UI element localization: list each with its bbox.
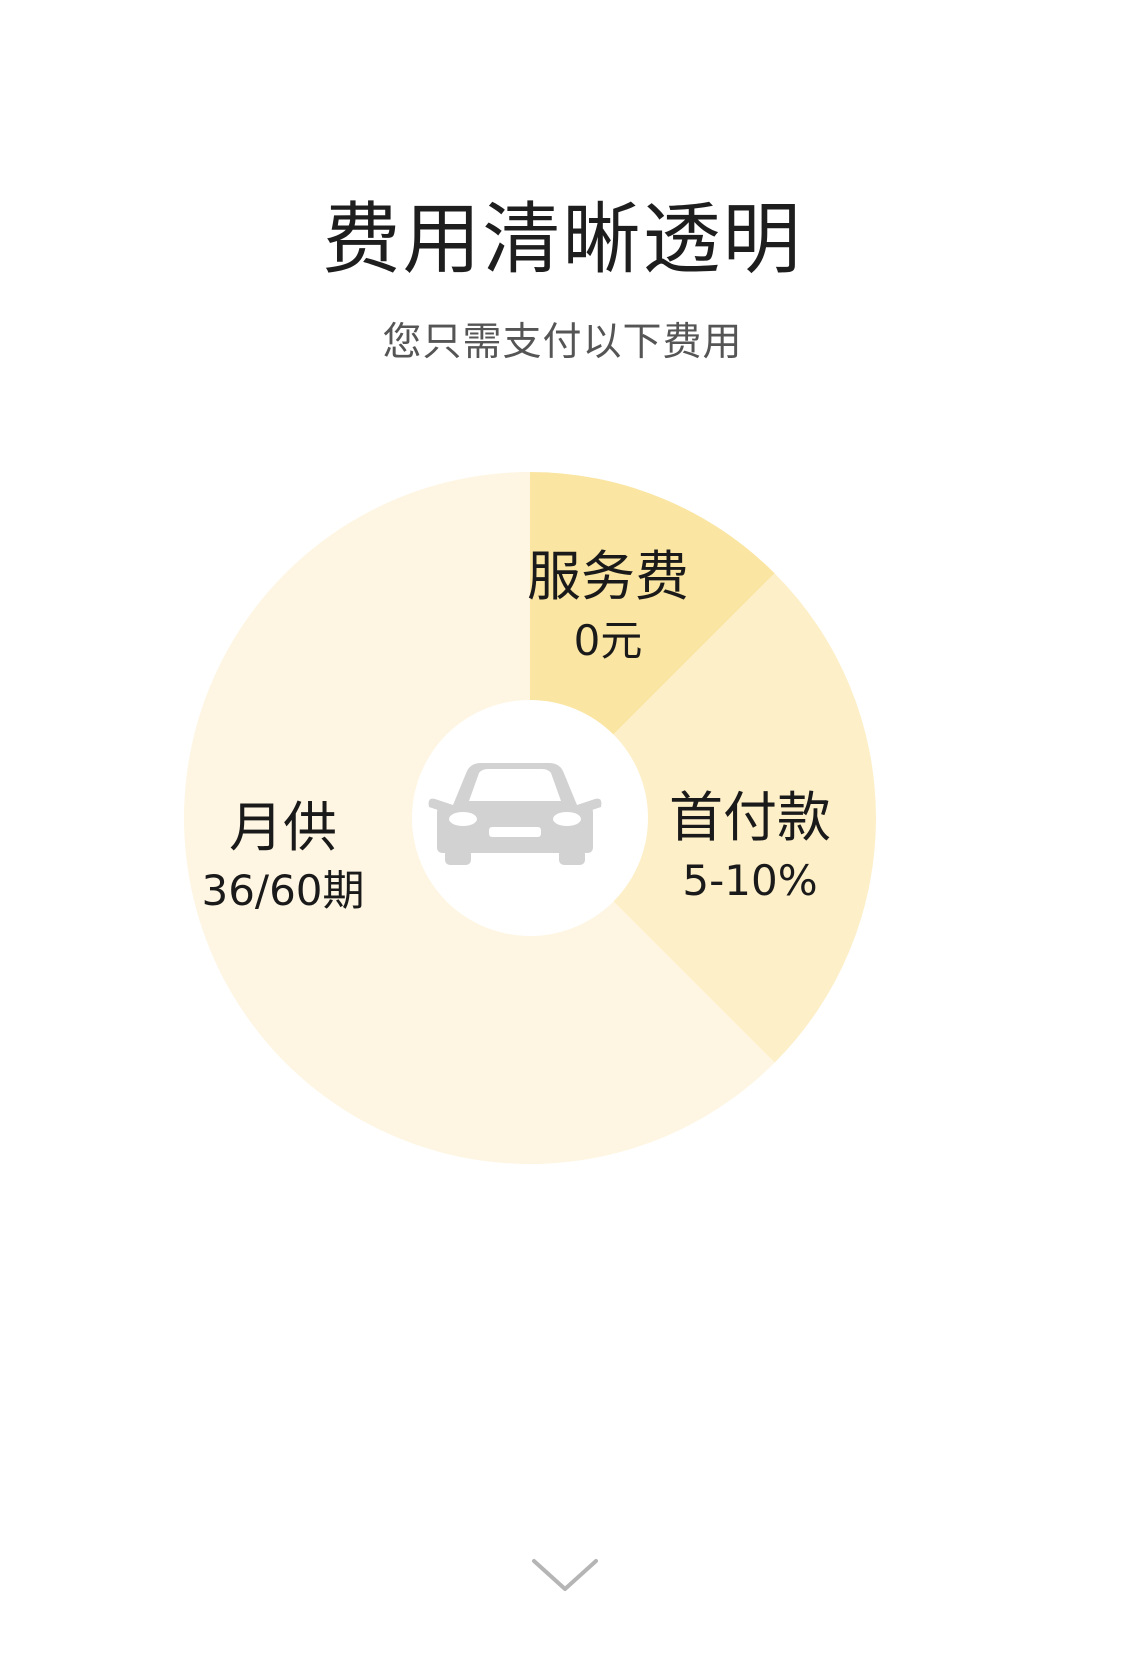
slice-label-down-payment: 首付款 xyxy=(669,786,831,849)
car-grille xyxy=(489,827,541,837)
slice-down-payment xyxy=(530,573,876,1063)
chevron-down-icon xyxy=(532,1559,598,1591)
slice-value-down-payment: 5-10% xyxy=(682,856,817,905)
slice-label-monthly: 月供 xyxy=(229,796,337,859)
page-subtitle: 您只需支付以下费用 xyxy=(382,320,743,365)
scroll-down-button[interactable] xyxy=(530,1555,600,1595)
slice-value-service-fee: 0元 xyxy=(574,616,643,665)
car-right-headlight xyxy=(553,812,581,826)
car-icon xyxy=(428,763,602,865)
car-right-mirror xyxy=(577,798,602,811)
car-left-headlight xyxy=(449,812,477,826)
car-windshield xyxy=(469,769,561,801)
chart-labels: 服务费 0元 首付款 5-10% 月供 36/60期 xyxy=(201,545,831,915)
car-left-mirror xyxy=(428,798,453,811)
car-left-wheel xyxy=(445,849,471,865)
car-right-wheel xyxy=(559,849,585,865)
page-title: 费用清晰透明 xyxy=(322,195,803,285)
slice-value-monthly: 36/60期 xyxy=(201,866,364,915)
slice-label-service-fee: 服务费 xyxy=(527,545,689,608)
